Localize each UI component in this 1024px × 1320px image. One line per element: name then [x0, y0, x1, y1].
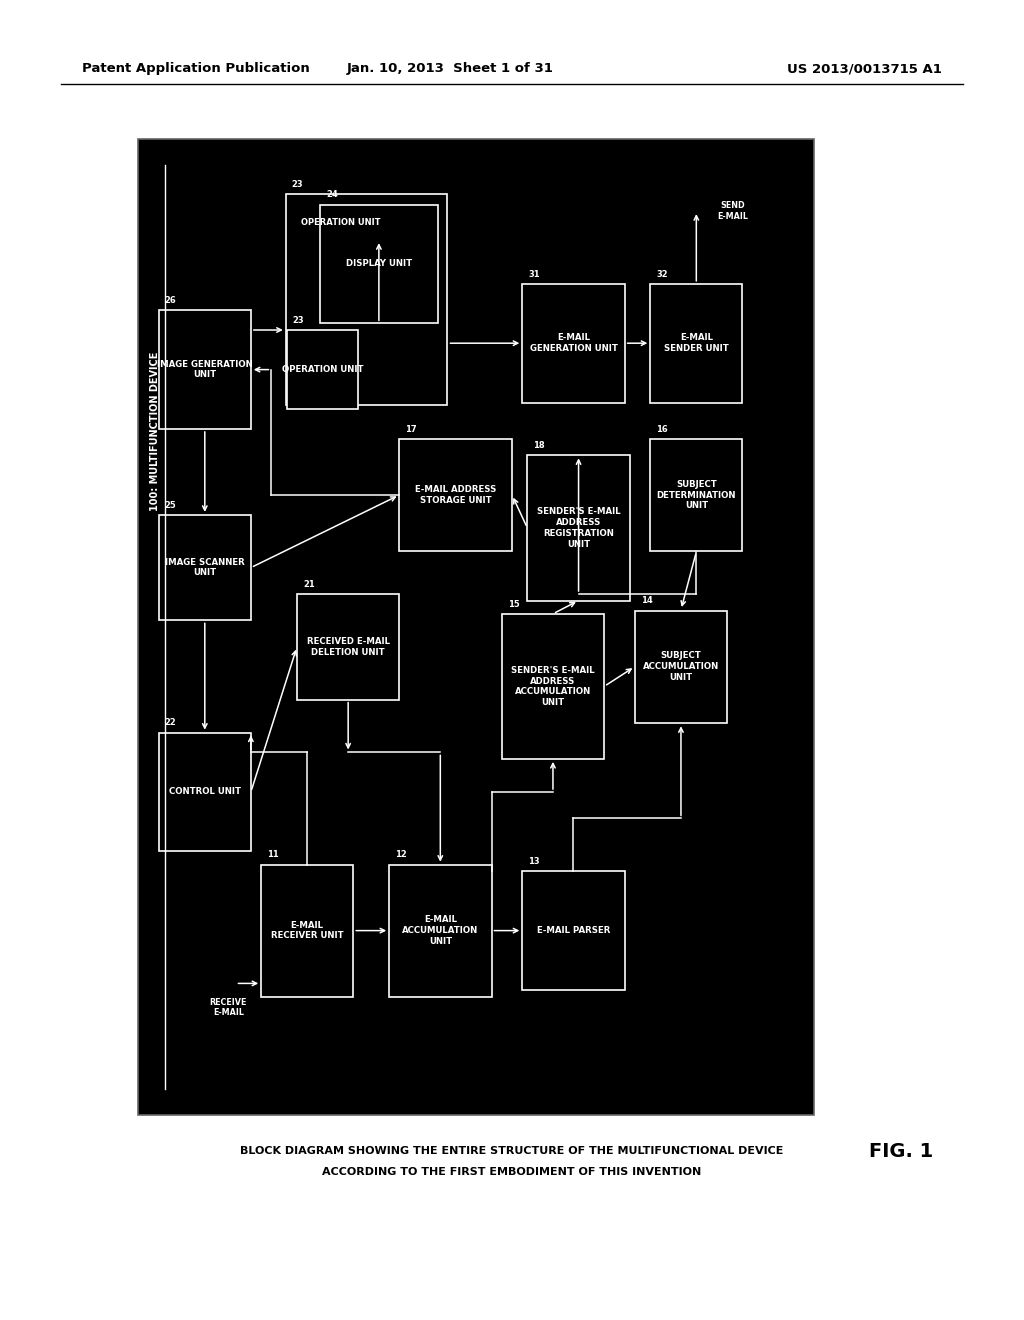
Bar [399, 438, 512, 552]
Text: BLOCK DIAGRAM SHOWING THE ENTIRE STRUCTURE OF THE MULTIFUNCTIONAL DEVICE: BLOCK DIAGRAM SHOWING THE ENTIRE STRUCTU… [241, 1146, 783, 1156]
Text: 21: 21 [303, 579, 314, 589]
Text: E-MAIL PARSER: E-MAIL PARSER [537, 927, 610, 935]
Text: OPERATION UNIT: OPERATION UNIT [282, 366, 364, 374]
Text: SUBJECT
DETERMINATION
UNIT: SUBJECT DETERMINATION UNIT [656, 479, 736, 511]
Bar [319, 205, 438, 323]
Text: Jan. 10, 2013  Sheet 1 of 31: Jan. 10, 2013 Sheet 1 of 31 [347, 62, 554, 75]
Bar [650, 438, 742, 552]
Bar [159, 515, 251, 620]
Text: E-MAIL
RECEIVER UNIT: E-MAIL RECEIVER UNIT [271, 921, 343, 940]
Text: E-MAIL ADDRESS
STORAGE UNIT: E-MAIL ADDRESS STORAGE UNIT [415, 486, 497, 504]
Text: 22: 22 [165, 718, 176, 727]
Text: SENDER'S E-MAIL
ADDRESS
REGISTRATION
UNIT: SENDER'S E-MAIL ADDRESS REGISTRATION UNI… [537, 507, 621, 549]
Text: RECEIVE
E-MAIL: RECEIVE E-MAIL [210, 998, 247, 1018]
Text: 11: 11 [267, 850, 279, 859]
Text: 12: 12 [395, 850, 407, 859]
Text: 26: 26 [165, 296, 176, 305]
Text: 23: 23 [293, 315, 304, 325]
Bar [287, 330, 358, 409]
Bar [138, 139, 814, 1115]
Text: E-MAIL
SENDER UNIT: E-MAIL SENDER UNIT [664, 334, 729, 352]
Text: US 2013/0013715 A1: US 2013/0013715 A1 [787, 62, 942, 75]
Text: 31: 31 [528, 269, 540, 279]
Bar [502, 614, 604, 759]
Text: 16: 16 [656, 425, 668, 433]
Text: Patent Application Publication: Patent Application Publication [82, 62, 309, 75]
Text: 13: 13 [528, 857, 540, 866]
Bar [159, 733, 251, 851]
Text: ACCORDING TO THE FIRST EMBODIMENT OF THIS INVENTION: ACCORDING TO THE FIRST EMBODIMENT OF THI… [323, 1167, 701, 1177]
Text: 18: 18 [534, 441, 545, 450]
Bar [522, 284, 625, 403]
Text: 25: 25 [165, 500, 176, 510]
Bar [635, 610, 727, 722]
Text: SENDER'S E-MAIL
ADDRESS
ACCUMULATION
UNIT: SENDER'S E-MAIL ADDRESS ACCUMULATION UNI… [511, 665, 595, 708]
Text: E-MAIL
ACCUMULATION
UNIT: E-MAIL ACCUMULATION UNIT [402, 915, 478, 946]
Bar [261, 865, 353, 997]
Bar [650, 284, 742, 403]
Text: 23: 23 [292, 180, 303, 189]
Text: 14: 14 [641, 597, 652, 605]
Text: OPERATION UNIT: OPERATION UNIT [301, 218, 381, 227]
Bar [389, 865, 492, 997]
Text: IMAGE GENERATION
UNIT: IMAGE GENERATION UNIT [157, 360, 253, 379]
Bar [159, 310, 251, 429]
Bar [527, 455, 630, 601]
Bar [286, 194, 447, 405]
Text: SEND
E-MAIL: SEND E-MAIL [717, 202, 748, 220]
Bar [522, 871, 625, 990]
Text: E-MAIL
GENERATION UNIT: E-MAIL GENERATION UNIT [529, 334, 617, 352]
Text: 24: 24 [326, 190, 338, 199]
Bar [297, 594, 399, 700]
Text: 17: 17 [406, 425, 417, 433]
Text: FIG. 1: FIG. 1 [869, 1142, 933, 1160]
Text: RECEIVED E-MAIL
DELETION UNIT: RECEIVED E-MAIL DELETION UNIT [306, 638, 390, 656]
Text: 100: MULTIFUNCTION DEVICE: 100: MULTIFUNCTION DEVICE [150, 352, 160, 511]
Text: IMAGE SCANNER
UNIT: IMAGE SCANNER UNIT [165, 558, 245, 577]
Text: CONTROL UNIT: CONTROL UNIT [169, 788, 241, 796]
Text: 32: 32 [656, 269, 668, 279]
Text: 15: 15 [508, 599, 519, 609]
Text: SUBJECT
ACCUMULATION
UNIT: SUBJECT ACCUMULATION UNIT [643, 651, 719, 682]
Text: DISPLAY UNIT: DISPLAY UNIT [346, 260, 412, 268]
